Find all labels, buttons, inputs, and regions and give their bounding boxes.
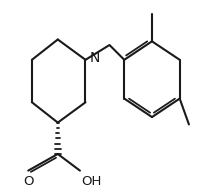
Text: O: O bbox=[23, 175, 34, 188]
Text: N: N bbox=[89, 51, 100, 65]
Text: OH: OH bbox=[81, 175, 101, 188]
